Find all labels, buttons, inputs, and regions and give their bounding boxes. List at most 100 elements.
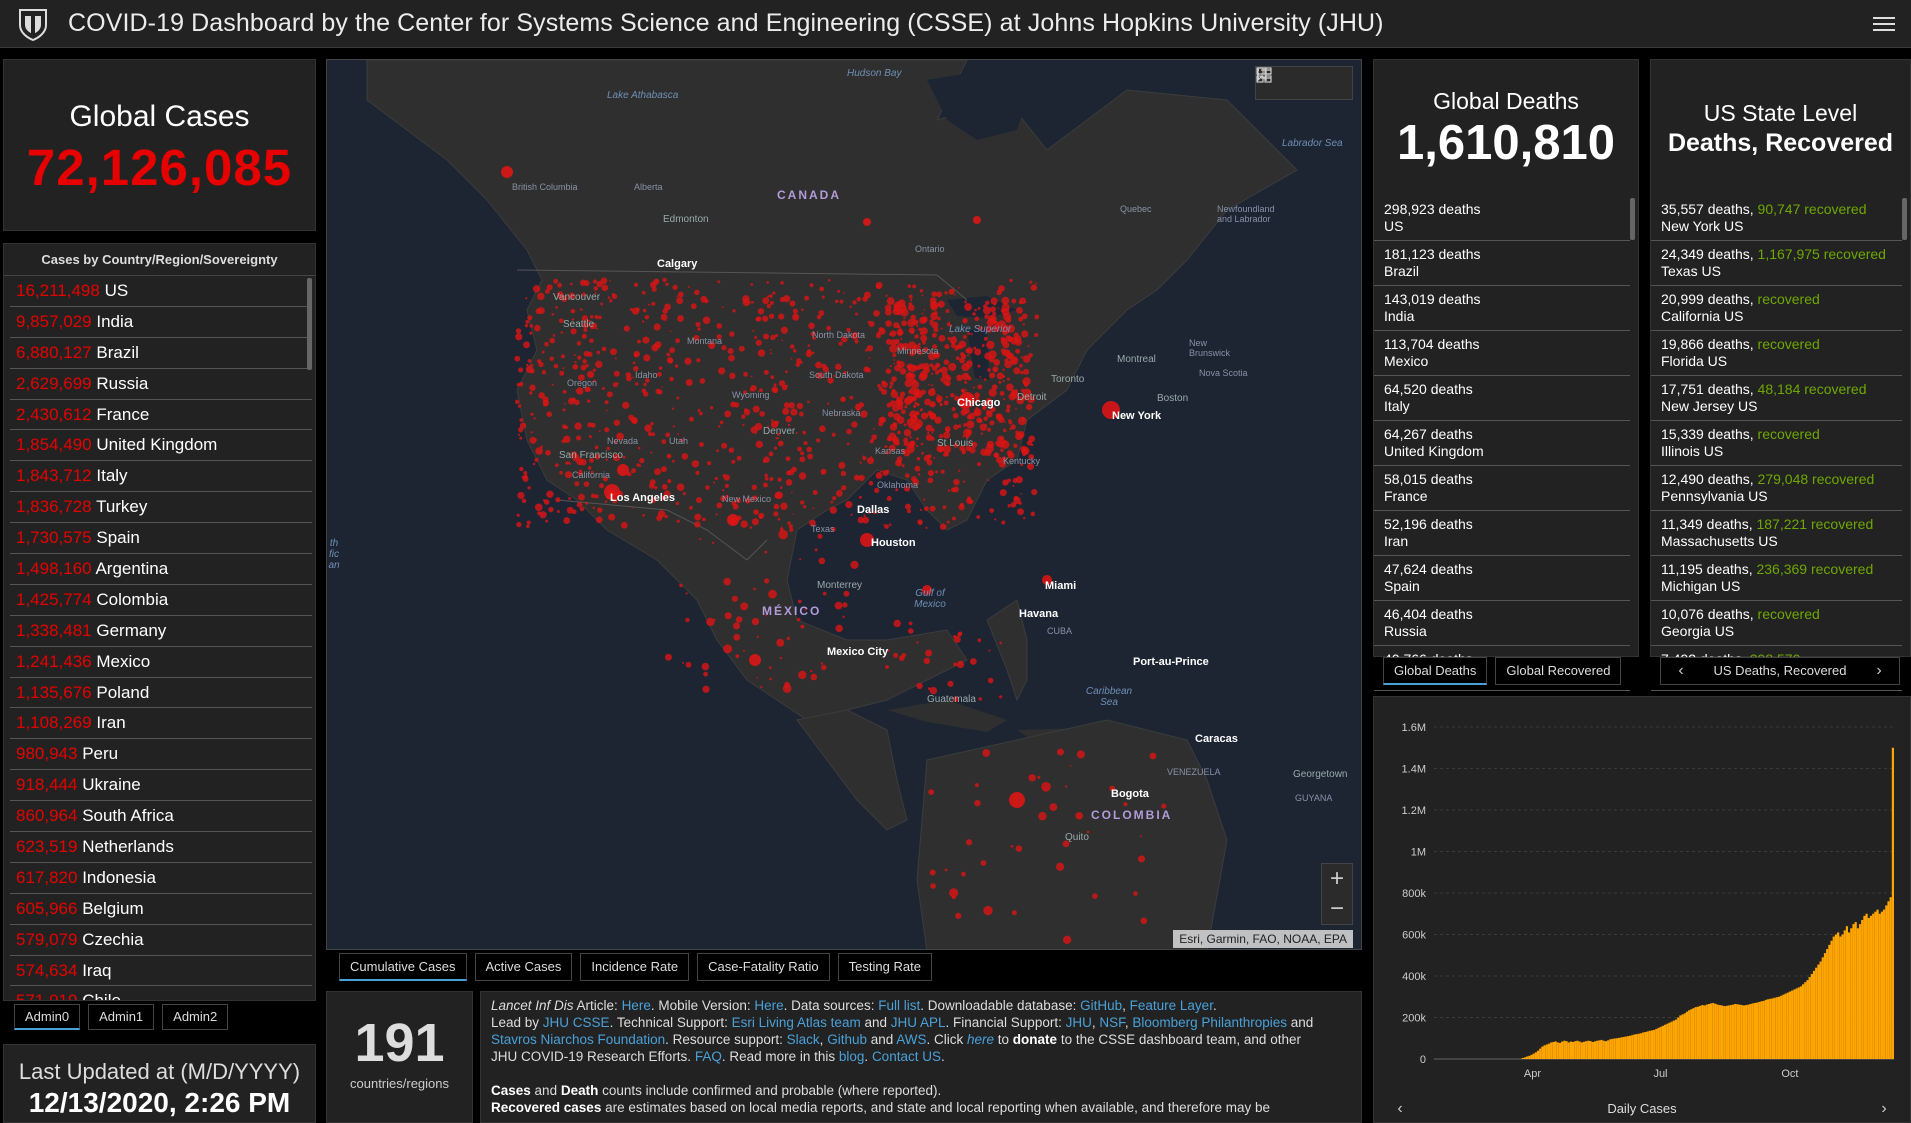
aws-link[interactable]: AWS xyxy=(896,1032,927,1047)
jhu-csse-link[interactable]: JHU CSSE xyxy=(542,1015,610,1030)
case-bubble xyxy=(893,322,900,329)
esri-link[interactable]: Esri Living Atlas team xyxy=(731,1015,861,1030)
donate-here-link[interactable]: here xyxy=(967,1032,995,1047)
state-row[interactable]: 17,751 deaths, 48,184 recovered New Jerse… xyxy=(1651,376,1902,421)
state-row[interactable]: 19,866 deaths, recovered Florida US xyxy=(1651,331,1902,376)
country-case-row[interactable]: 980,943 Peru xyxy=(10,739,312,771)
contact-link[interactable]: Contact US xyxy=(871,1049,941,1064)
country-case-row[interactable]: 2,430,612 France xyxy=(10,400,312,431)
case-bubble xyxy=(939,402,943,407)
github-support-link[interactable]: Github xyxy=(827,1032,867,1047)
label-miami: Miami xyxy=(1045,580,1077,592)
bloomberg-link[interactable]: Bloomberg Philanthropies xyxy=(1132,1015,1287,1030)
country-case-row[interactable]: 1,241,436 Mexico xyxy=(10,647,312,678)
map-canvas[interactable] xyxy=(327,60,1362,950)
death-row[interactable]: 181,123 deaths Brazil xyxy=(1374,241,1630,286)
deaths-scrollbar[interactable] xyxy=(1630,198,1635,240)
chevron-left-icon[interactable]: ‹ xyxy=(1678,662,1684,679)
legend-list-icon[interactable] xyxy=(1257,67,1320,99)
state-row[interactable]: 10,076 deaths, recovered Georgia US xyxy=(1651,601,1902,646)
state-row[interactable]: 11,349 deaths, 187,221 recovered Massachu… xyxy=(1651,511,1902,556)
case-bubble xyxy=(716,323,723,329)
country-case-row[interactable]: 574,634 Iraq xyxy=(10,956,312,987)
feature-layer-link[interactable]: Feature Layer xyxy=(1129,998,1213,1013)
death-row[interactable]: 64,267 deaths United Kingdom xyxy=(1374,421,1630,466)
daily-cases-bar xyxy=(1815,967,1818,1059)
case-count: 1,241,436 xyxy=(16,651,92,671)
country-case-row[interactable]: 1,108,269 Iran xyxy=(10,708,312,740)
death-row[interactable]: 46,404 deaths Russia xyxy=(1374,601,1630,646)
country-case-row[interactable]: 571,919 Chile xyxy=(10,986,312,1000)
github-link[interactable]: GitHub xyxy=(1080,998,1123,1013)
slack-link[interactable]: Slack xyxy=(786,1032,820,1047)
tab-cumulative-cases[interactable]: Cumulative Cases xyxy=(339,953,467,981)
country-case-row[interactable]: 1,135,676 Poland xyxy=(10,678,312,709)
death-row[interactable]: 58,015 deaths France xyxy=(1374,466,1630,511)
death-row[interactable]: 298,923 deaths US xyxy=(1374,196,1630,241)
state-nav-label: US Deaths, Recovered xyxy=(1713,663,1847,678)
zoom-out-button[interactable]: − xyxy=(1329,895,1344,922)
country-case-row[interactable]: 2,629,699 Russia xyxy=(10,369,312,400)
blog-link[interactable]: blog xyxy=(838,1049,865,1064)
country-case-row[interactable]: 16,211,498 US xyxy=(10,276,312,307)
death-row[interactable]: 52,196 deaths Iran xyxy=(1374,511,1630,556)
chevron-left-icon[interactable]: ‹ xyxy=(1397,1100,1403,1117)
tab-incidence-rate[interactable]: Incidence Rate xyxy=(580,953,690,981)
country-case-row[interactable]: 1,836,728 Turkey xyxy=(10,492,312,524)
country-case-row[interactable]: 1,854,490 United Kingdom xyxy=(10,430,312,462)
country-case-row[interactable]: 617,820 Indonesia xyxy=(10,863,312,894)
jhu-apl-link[interactable]: JHU APL xyxy=(890,1015,946,1030)
mobile-version-link[interactable]: Here xyxy=(754,998,784,1013)
country-case-row[interactable]: 579,079 Czechia xyxy=(10,925,312,956)
death-row[interactable]: 47,624 deaths Spain xyxy=(1374,556,1630,601)
cases-list-scrollbar[interactable] xyxy=(307,278,312,370)
tab-testing-rate[interactable]: Testing Rate xyxy=(837,953,932,981)
tab-global-recovered[interactable]: Global Recovered xyxy=(1495,657,1622,685)
hamburger-menu-icon[interactable] xyxy=(1873,13,1895,35)
stavros-link[interactable]: Stavros Niarchos Foundation xyxy=(491,1032,666,1047)
zoom-in-button[interactable]: + xyxy=(1329,865,1344,892)
article-link[interactable]: Here xyxy=(621,998,651,1013)
chevron-right-icon[interactable]: › xyxy=(1876,662,1882,679)
tab-admin0[interactable]: Admin0 xyxy=(14,1004,81,1030)
chevron-right-icon[interactable]: › xyxy=(1881,1100,1887,1117)
country-case-row[interactable]: 1,498,160 Argentina xyxy=(10,554,312,585)
country-case-row[interactable]: 918,444 Ukraine xyxy=(10,770,312,802)
case-dots[interactable] xyxy=(501,166,1167,945)
country-case-row[interactable]: 605,966 Belgium xyxy=(10,894,312,925)
state-row[interactable]: 15,339 deaths, recovered Illinois US xyxy=(1651,421,1902,466)
country-case-row[interactable]: 6,880,127 Brazil xyxy=(10,338,312,369)
country-case-row[interactable]: 1,425,774 Colombia xyxy=(10,585,312,616)
case-bubble xyxy=(594,494,599,499)
tab-global-deaths[interactable]: Global Deaths xyxy=(1383,657,1488,685)
full-list-link[interactable]: Full list xyxy=(878,998,921,1013)
jhu-link[interactable]: JHU xyxy=(1065,1015,1092,1030)
state-row[interactable]: 20,999 deaths, recovered California US xyxy=(1651,286,1902,331)
state-row[interactable]: 11,195 deaths, 236,369 recovered Michigan… xyxy=(1651,556,1902,601)
state-row[interactable]: 24,349 deaths, 1,167,975 recovered Texas … xyxy=(1651,241,1902,286)
state-row[interactable]: 12,490 deaths, 279,048 recovered Pennsylv… xyxy=(1651,466,1902,511)
death-row[interactable]: 64,520 deaths Italy xyxy=(1374,376,1630,421)
cases-map[interactable]: Hudson Bay Lake Athabasca Labrador Sea C… xyxy=(326,59,1362,950)
country-case-row[interactable]: 860,964 South Africa xyxy=(10,801,312,833)
case-bubble xyxy=(604,400,609,405)
tab-active-cases[interactable]: Active Cases xyxy=(474,953,573,981)
death-row[interactable]: 113,704 deaths Mexico xyxy=(1374,331,1630,376)
case-bubble xyxy=(773,503,780,510)
country-case-row[interactable]: 1,338,481 Germany xyxy=(10,616,312,647)
tab-admin1[interactable]: Admin1 xyxy=(88,1004,155,1030)
state-scrollbar[interactable] xyxy=(1902,198,1907,240)
death-row[interactable]: 143,019 deaths India xyxy=(1374,286,1630,331)
faq-link[interactable]: FAQ xyxy=(694,1049,722,1064)
label-oregon: Oregon xyxy=(567,378,598,388)
tab-case-fatality-ratio[interactable]: Case-Fatality Ratio xyxy=(697,953,830,981)
nsf-link[interactable]: NSF xyxy=(1099,1015,1125,1030)
country-case-row[interactable]: 623,519 Netherlands xyxy=(10,832,312,863)
state-row[interactable]: 35,557 deaths, 90,747 recovered New York … xyxy=(1651,196,1902,241)
country-case-row[interactable]: 1,843,712 Italy xyxy=(10,461,312,493)
case-bubble xyxy=(774,420,779,426)
country-case-row[interactable]: 9,857,029 India xyxy=(10,307,312,338)
country-case-row[interactable]: 1,730,575 Spain xyxy=(10,523,312,555)
tab-admin2[interactable]: Admin2 xyxy=(162,1004,229,1030)
basemap-gallery-icon[interactable] xyxy=(1256,67,1352,99)
